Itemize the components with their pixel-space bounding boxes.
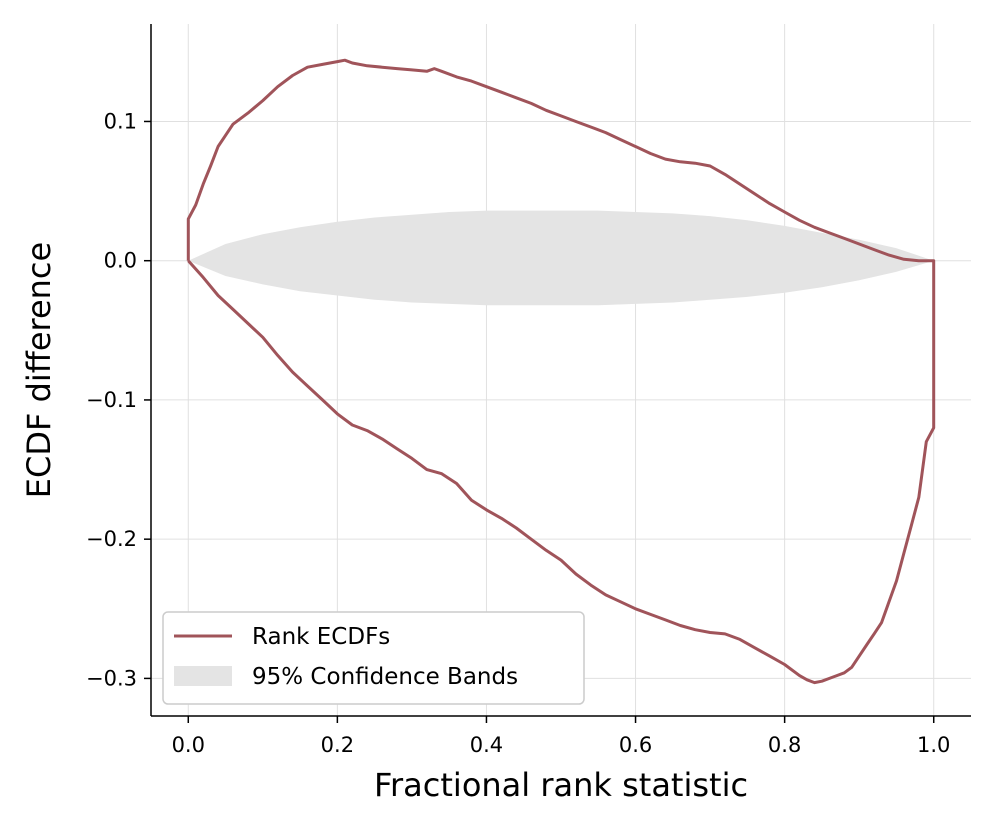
legend-label-confidence-bands: 95% Confidence Bands	[252, 664, 518, 690]
legend-box	[162, 611, 585, 705]
legend-label-rank-ecdfs: Rank ECDFs	[252, 624, 390, 650]
legend: Rank ECDFs 95% Confidence Bands	[162, 611, 585, 705]
x-tick-label-2: 0.4	[470, 733, 503, 757]
y-tick-label-2: −0.1	[86, 388, 137, 412]
y-tick-labels: 0.1 0.0 −0.1 −0.2 −0.3	[86, 109, 137, 690]
y-axis-title: ECDF difference	[20, 242, 58, 498]
x-axis-title: Fractional rank statistic	[374, 766, 748, 804]
x-tick-label-4: 0.8	[768, 733, 801, 757]
y-tick-label-1: 0.0	[104, 249, 137, 273]
rank-ecdf-line	[186, 58, 936, 685]
x-tick-label-5: 1.0	[917, 733, 950, 757]
y-tick-label-4: −0.3	[86, 666, 137, 690]
x-tick-label-1: 0.2	[321, 733, 354, 757]
legend-band-swatch	[174, 666, 232, 686]
y-tick-label-0: 0.1	[104, 109, 137, 133]
axes	[144, 24, 971, 723]
y-tick-label-3: −0.2	[86, 527, 137, 551]
x-tick-labels: 0.0 0.2 0.4 0.6 0.8 1.0	[172, 733, 951, 757]
x-tick-label-0: 0.0	[172, 733, 205, 757]
confidence-band	[188, 210, 934, 306]
x-tick-label-3: 0.6	[619, 733, 652, 757]
